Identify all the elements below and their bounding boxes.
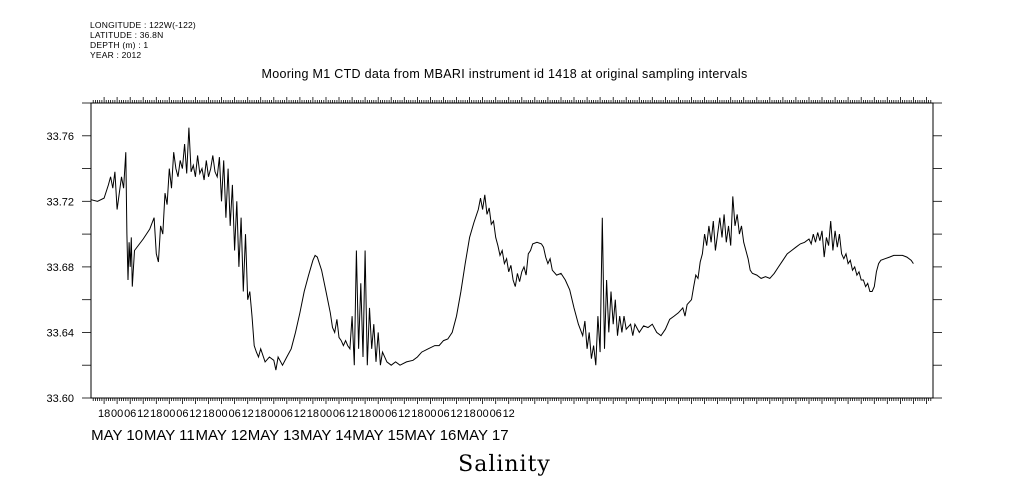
x-day-label: MAY 14 bbox=[300, 427, 352, 444]
x-hour-tick-label: 06 bbox=[228, 408, 240, 420]
x-hour-tick-label: 18 bbox=[150, 408, 162, 420]
x-hour-tick-label: 00 bbox=[215, 408, 227, 420]
x-hour-tick-label: 18 bbox=[255, 408, 267, 420]
x-hour-tick-label: 00 bbox=[424, 408, 436, 420]
x-hour-tick-label: 12 bbox=[346, 408, 358, 420]
x-hour-tick-label: 18 bbox=[411, 408, 423, 420]
y-tick-label: 33.72 bbox=[46, 196, 74, 208]
x-hour-tick-label: 06 bbox=[176, 408, 188, 420]
x-hour-tick-label: 06 bbox=[124, 408, 136, 420]
y-tick-label: 33.68 bbox=[46, 262, 74, 274]
x-day-label: MAY 11 bbox=[144, 427, 195, 444]
x-hour-tick-label: 00 bbox=[372, 408, 384, 420]
x-day-label: MAY 17 bbox=[457, 427, 509, 444]
depth-text: DEPTH (m) : 1 bbox=[90, 40, 149, 50]
x-hour-tick-label: 18 bbox=[307, 408, 319, 420]
x-hour-tick-label: 12 bbox=[450, 408, 462, 420]
x-hour-tick-label: 18 bbox=[202, 408, 214, 420]
x-hour-tick-label: 12 bbox=[189, 408, 201, 420]
plot-frame bbox=[90, 102, 934, 399]
x-hour-tick-label: 12 bbox=[503, 408, 515, 420]
x-hour-tick-label: 00 bbox=[476, 408, 488, 420]
latitude-text: LATITUDE : 36.8N bbox=[90, 30, 164, 40]
x-day-label: MAY 13 bbox=[248, 427, 300, 444]
chart-title: Mooring M1 CTD data from MBARI instrumen… bbox=[261, 67, 748, 81]
metadata-block: LONGITUDE : 122W(-122) LATITUDE : 36.8N … bbox=[90, 20, 196, 60]
x-hour-tick-label: 06 bbox=[490, 408, 502, 420]
year-text: YEAR : 2012 bbox=[90, 50, 142, 60]
x-hour-tick-label: 18 bbox=[463, 408, 475, 420]
x-axis-title: Salinity bbox=[458, 452, 551, 477]
x-hour-tick-label: 00 bbox=[111, 408, 123, 420]
axis-ticks bbox=[82, 97, 942, 404]
axis-labels: 18 00 06 12 18 00 06 12 18 00 06 12 18 00 06 12 18 00 06 12… bbox=[46, 131, 514, 444]
x-hour-tick-label: 00 bbox=[163, 408, 175, 420]
x-day-label: MAY 16 bbox=[404, 427, 456, 444]
x-day-label: MAY 12 bbox=[196, 427, 248, 444]
x-hour-tick-label: 00 bbox=[268, 408, 280, 420]
y-tick-label: 33.76 bbox=[46, 131, 74, 143]
x-hour-tick-label: 12 bbox=[294, 408, 306, 420]
x-hour-tick-label: 18 bbox=[98, 408, 110, 420]
y-tick-label: 33.60 bbox=[46, 393, 74, 405]
x-day-label: MAY 15 bbox=[352, 427, 404, 444]
x-day-label: MAY 10 bbox=[91, 427, 143, 444]
x-hour-tick-label: 18 bbox=[359, 408, 371, 420]
x-hour-tick-label: 12 bbox=[242, 408, 254, 420]
x-hour-tick-label: 06 bbox=[333, 408, 345, 420]
longitude-text: LONGITUDE : 122W(-122) bbox=[90, 20, 196, 30]
y-tick-label: 33.64 bbox=[46, 327, 74, 339]
x-hour-tick-label: 06 bbox=[385, 408, 397, 420]
x-hour-tick-label: 12 bbox=[398, 408, 410, 420]
x-hour-tick-label: 06 bbox=[437, 408, 449, 420]
x-hour-tick-label: 12 bbox=[137, 408, 149, 420]
x-hour-tick-label: 06 bbox=[281, 408, 293, 420]
x-hour-tick-label: 00 bbox=[320, 408, 332, 420]
salinity-series-line bbox=[90, 127, 914, 371]
